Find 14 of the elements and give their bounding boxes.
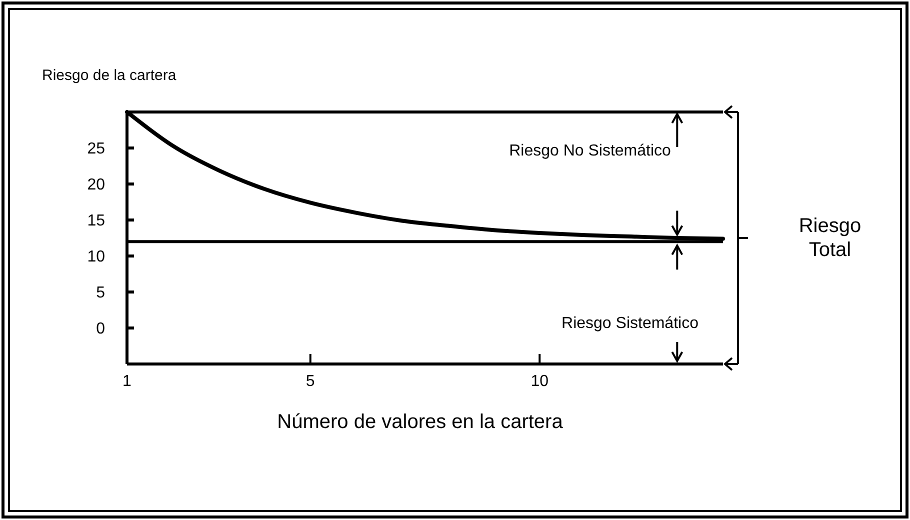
x-tick-label: 1 [122, 373, 132, 390]
annotation: Riesgo Sistemático [562, 314, 699, 332]
y-tick-label: 15 [87, 212, 106, 230]
y-tick-label: 0 [96, 320, 106, 338]
x-tick-label: 10 [530, 373, 549, 390]
text: Riesgo Total [798, 215, 862, 261]
x-tick-label: 5 [306, 373, 315, 390]
y-tick-label: 20 [87, 176, 106, 194]
text: Riesgo de la cartera [42, 67, 177, 84]
y-tick-label: 25 [87, 140, 106, 158]
y-tick-label: 5 [96, 284, 106, 302]
y-tick-label: 10 [87, 248, 106, 266]
x-axis-title: Número de valores en la cartera [277, 411, 564, 433]
annotation: Riesgo No Sistemático [509, 142, 672, 160]
